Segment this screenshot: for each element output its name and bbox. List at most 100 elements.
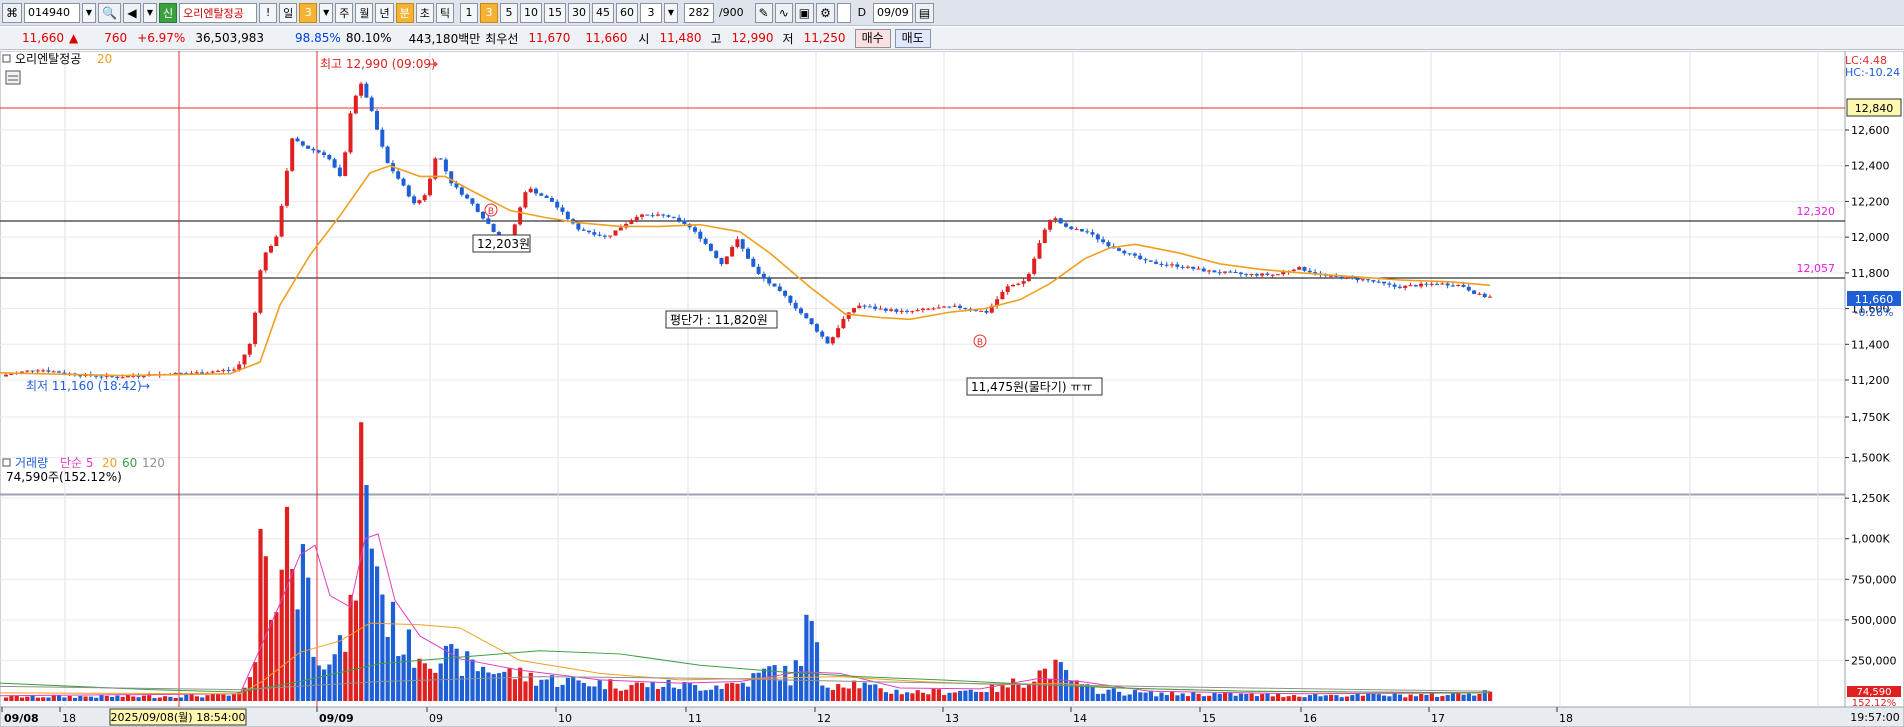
candle-body xyxy=(973,309,978,311)
volume-bar xyxy=(767,666,772,701)
candle-body xyxy=(486,218,491,224)
volume-bar xyxy=(184,694,189,701)
volume-bar xyxy=(1254,696,1259,701)
candle-body xyxy=(587,230,591,233)
candle-body xyxy=(311,148,316,151)
candle-body xyxy=(1217,272,1222,274)
date-input[interactable]: 09/09 xyxy=(872,2,913,23)
volume-bar xyxy=(369,548,374,701)
tab-second[interactable]: 초 xyxy=(415,2,434,23)
candle-body xyxy=(783,290,788,296)
interval-1[interactable]: 1 xyxy=(459,2,478,23)
tab-week[interactable]: 주 xyxy=(335,2,354,23)
candle-body xyxy=(178,372,183,374)
candle-body xyxy=(1472,290,1477,294)
interval-3[interactable]: 3 xyxy=(479,2,498,23)
volume-bar xyxy=(1111,688,1116,701)
volume-bar xyxy=(650,681,655,701)
stock-code-dropdown[interactable]: ▼ xyxy=(82,2,96,23)
volume-bar xyxy=(539,679,544,701)
tab-year[interactable]: 년 xyxy=(375,2,394,23)
volume-tick-label: 250,000 xyxy=(1851,654,1897,667)
interval-input[interactable]: 3 xyxy=(639,2,662,23)
settings-gear-icon[interactable]: ⚙ xyxy=(816,2,835,23)
candle-body xyxy=(1180,266,1185,268)
count-input[interactable]: 282 xyxy=(683,2,714,23)
candle-body xyxy=(1069,226,1074,230)
candle-body xyxy=(51,371,56,373)
tab-minute[interactable]: 분 xyxy=(395,2,414,23)
volume-bar xyxy=(608,679,613,701)
stock-code-input[interactable]: 014940 xyxy=(24,2,80,23)
search-icon[interactable]: 🔍 xyxy=(98,2,121,23)
low-label: 저 xyxy=(782,31,794,46)
buy-button[interactable]: 매수 xyxy=(854,28,891,48)
d-checkbox[interactable] xyxy=(836,2,851,23)
candle-body xyxy=(1185,266,1190,268)
candle-body xyxy=(322,152,326,155)
volume-bar xyxy=(337,635,343,701)
candle-body xyxy=(221,370,226,372)
candle-body xyxy=(841,318,846,329)
candle-body xyxy=(1371,280,1376,282)
calendar-icon[interactable]: ▤ xyxy=(914,2,935,23)
volume-bar xyxy=(613,688,618,701)
chart-area[interactable]: 12,840 12,320 12,057 오리엔탈정공 20 LC:4.48 H… xyxy=(0,51,1904,727)
interval-45[interactable]: 45 xyxy=(591,2,614,23)
candle-body xyxy=(597,234,602,236)
volume-bar xyxy=(666,679,671,701)
volume-bar xyxy=(799,665,804,701)
price-change: 760 xyxy=(104,31,128,45)
candle-body xyxy=(936,307,941,309)
tab-day[interactable]: 일 xyxy=(279,2,298,23)
candle-body xyxy=(1095,234,1100,240)
speaker-icon[interactable]: ◀ xyxy=(122,2,141,23)
day-count-dropdown[interactable]: ▼ xyxy=(319,2,334,23)
candle-body xyxy=(1000,291,1005,300)
candle-body xyxy=(200,372,205,374)
interval-15[interactable]: 15 xyxy=(543,2,566,23)
x-tick-label: 18 xyxy=(62,712,76,725)
speaker-dropdown[interactable]: ▼ xyxy=(142,2,157,23)
volume-bar xyxy=(661,686,666,701)
volume-bar xyxy=(830,689,835,701)
candle-body xyxy=(94,375,99,377)
x-tick-label: 13 xyxy=(945,712,959,725)
candle-body xyxy=(141,375,146,377)
candle-body xyxy=(1212,270,1217,273)
interval-dropdown[interactable]: ▼ xyxy=(663,2,678,23)
up-arrow-icon: ▲ xyxy=(69,31,79,45)
candle-body xyxy=(1281,272,1286,275)
candle-body xyxy=(1132,253,1137,256)
volume-bar xyxy=(364,485,369,701)
volume-bar xyxy=(1297,696,1302,701)
chart-logo-icon[interactable]: ⌘ xyxy=(2,2,22,23)
candle-body xyxy=(730,247,735,257)
interval-5[interactable]: 5 xyxy=(499,2,518,23)
warning-badge[interactable]: ! xyxy=(259,2,278,23)
candle-body xyxy=(1350,277,1355,279)
tab-tick[interactable]: 틱 xyxy=(435,2,454,23)
tab-day-count[interactable]: 3 xyxy=(299,2,318,23)
volume-bar xyxy=(740,682,745,701)
tab-month[interactable]: 월 xyxy=(355,2,374,23)
volume-bar xyxy=(719,688,724,701)
curve-tool-icon[interactable]: ∿ xyxy=(774,2,793,23)
candle-body xyxy=(942,306,947,308)
interval-30[interactable]: 30 xyxy=(567,2,590,23)
volume-bar xyxy=(1053,659,1058,701)
candle-body xyxy=(417,200,422,204)
interval-10[interactable]: 10 xyxy=(519,2,542,23)
sell-button[interactable]: 매도 xyxy=(894,28,931,48)
candle-body xyxy=(979,310,984,312)
candle-body xyxy=(698,231,703,239)
candle-body xyxy=(1170,264,1174,266)
save-icon[interactable]: ▣ xyxy=(794,2,815,23)
candle-body xyxy=(1037,243,1042,259)
volume-bar xyxy=(1313,693,1318,701)
volume-tag-text: 74,590 xyxy=(1857,687,1892,698)
candle-body xyxy=(1238,272,1243,275)
candle-body xyxy=(825,336,830,344)
interval-60[interactable]: 60 xyxy=(615,2,638,23)
drawing-tool-icon[interactable]: ✎ xyxy=(754,2,773,23)
